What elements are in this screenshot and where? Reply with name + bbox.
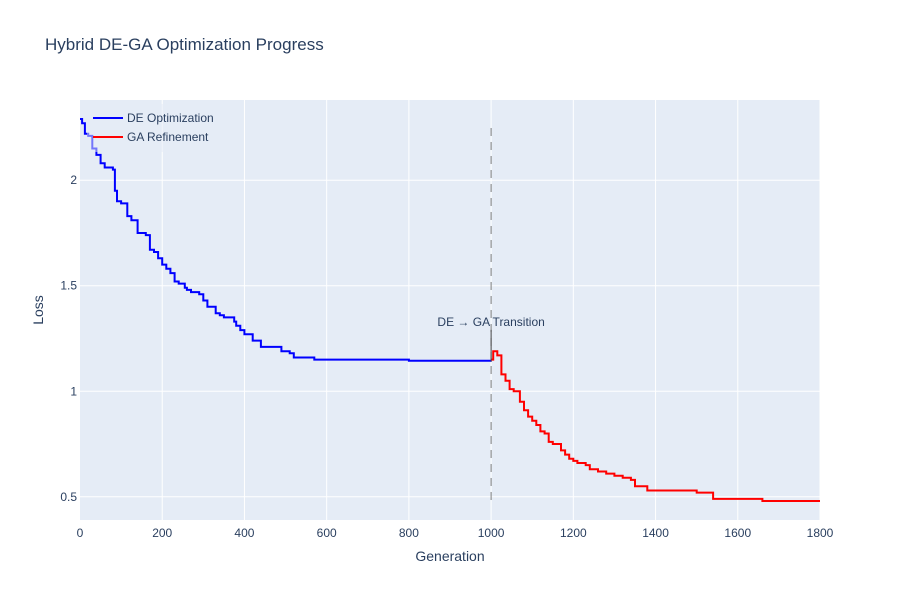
- x-tick-label: 200: [152, 526, 172, 540]
- x-tick-label: 400: [234, 526, 254, 540]
- y-tick-label: 1.5: [60, 279, 77, 293]
- y-axis-title: Loss: [30, 295, 46, 325]
- tick-labels: 0 200 400 600 800 1000 1200 1400 1600 1800 0.5 1 1.5…: [60, 173, 833, 540]
- chart-title: Hybrid DE-GA Optimization Progress: [45, 35, 324, 54]
- series-line-de: [80, 118, 492, 362]
- legend[interactable]: DE Optimization GA Refinement: [87, 104, 223, 152]
- legend-label[interactable]: GA Refinement: [127, 130, 209, 144]
- x-tick-label: 1000: [478, 526, 505, 540]
- annotation-label: DE → GA Transition: [437, 315, 544, 329]
- legend-box: [87, 104, 223, 152]
- series-layer: [80, 118, 820, 502]
- x-tick-label: 1600: [724, 526, 751, 540]
- x-tick-label: 800: [399, 526, 419, 540]
- x-axis-title: Generation: [415, 548, 484, 564]
- x-tick-label: 600: [317, 526, 337, 540]
- y-tick-label: 1: [70, 384, 77, 398]
- x-tick-label: 1200: [560, 526, 587, 540]
- x-tick-label: 1400: [642, 526, 669, 540]
- plot-area: [80, 100, 820, 520]
- legend-label[interactable]: DE Optimization: [127, 111, 214, 125]
- series-line-ga: [491, 350, 820, 502]
- x-tick-label: 0: [77, 526, 84, 540]
- annotation: DE → GA Transition: [437, 315, 545, 362]
- y-tick-label: 0.5: [60, 490, 77, 504]
- y-tick-label: 2: [70, 173, 77, 187]
- x-tick-label: 1800: [807, 526, 834, 540]
